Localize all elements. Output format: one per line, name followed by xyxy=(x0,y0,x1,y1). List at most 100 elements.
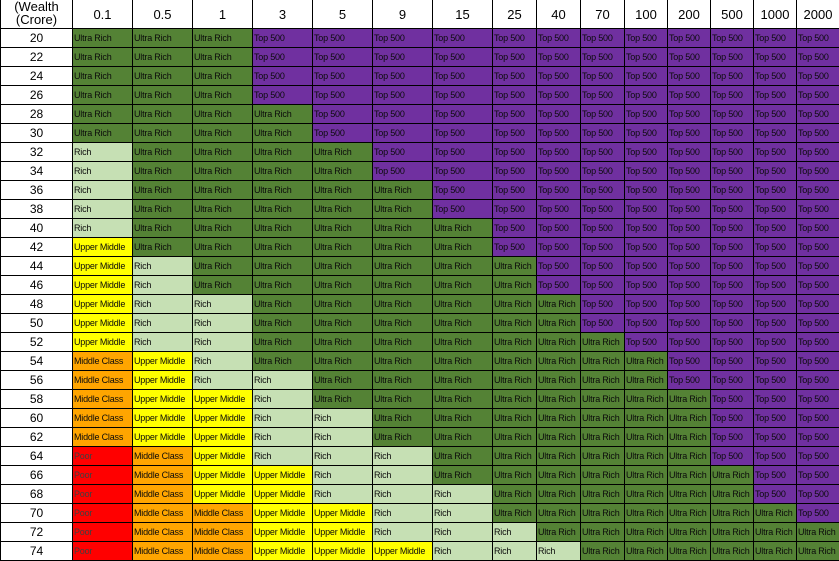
class-cell[interactable]: Ultra Rich xyxy=(373,371,433,390)
class-cell[interactable]: Rich xyxy=(73,143,133,162)
class-cell[interactable]: Top 500 xyxy=(754,466,797,485)
class-cell[interactable]: Ultra Rich xyxy=(433,314,493,333)
class-cell[interactable]: Ultra Rich xyxy=(537,295,581,314)
class-cell[interactable]: Middle Class xyxy=(133,523,193,542)
class-cell[interactable]: Upper Middle xyxy=(313,523,373,542)
class-cell[interactable]: Ultra Rich xyxy=(537,447,581,466)
class-cell[interactable]: Top 500 xyxy=(797,200,839,219)
class-cell[interactable]: Ultra Rich xyxy=(797,523,839,542)
class-cell[interactable]: Middle Class xyxy=(193,504,253,523)
class-cell[interactable]: Top 500 xyxy=(711,295,754,314)
class-cell[interactable]: Ultra Rich xyxy=(433,276,493,295)
age-cell[interactable]: 40 xyxy=(1,219,73,238)
class-cell[interactable]: Top 500 xyxy=(711,48,754,67)
class-cell[interactable]: Top 500 xyxy=(581,181,625,200)
age-cell[interactable]: 52 xyxy=(1,333,73,352)
class-cell[interactable]: Ultra Rich xyxy=(133,143,193,162)
class-cell[interactable]: Top 500 xyxy=(797,67,839,86)
class-cell[interactable]: Top 500 xyxy=(668,238,711,257)
class-cell[interactable]: Rich xyxy=(253,428,313,447)
class-cell[interactable]: Top 500 xyxy=(711,314,754,333)
class-cell[interactable]: Ultra Rich xyxy=(373,276,433,295)
class-cell[interactable]: Top 500 xyxy=(668,124,711,143)
column-header-1000[interactable]: 1000 xyxy=(754,0,797,29)
class-cell[interactable]: Rich xyxy=(193,371,253,390)
age-cell[interactable]: 38 xyxy=(1,200,73,219)
class-cell[interactable]: Top 500 xyxy=(625,219,668,238)
class-cell[interactable]: Top 500 xyxy=(797,124,839,143)
class-cell[interactable]: Middle Class xyxy=(133,485,193,504)
class-cell[interactable]: Top 500 xyxy=(433,67,493,86)
class-cell[interactable]: Top 500 xyxy=(581,314,625,333)
class-cell[interactable]: Top 500 xyxy=(313,29,373,48)
class-cell[interactable]: Ultra Rich xyxy=(754,542,797,561)
class-cell[interactable]: Ultra Rich xyxy=(433,333,493,352)
class-cell[interactable]: Top 500 xyxy=(668,67,711,86)
class-cell[interactable]: Top 500 xyxy=(754,428,797,447)
class-cell[interactable]: Ultra Rich xyxy=(493,276,537,295)
class-cell[interactable]: Ultra Rich xyxy=(253,314,313,333)
class-cell[interactable]: Top 500 xyxy=(797,352,839,371)
class-cell[interactable]: Ultra Rich xyxy=(193,200,253,219)
class-cell[interactable]: Ultra Rich xyxy=(253,124,313,143)
class-cell[interactable]: Top 500 xyxy=(797,447,839,466)
class-cell[interactable]: Ultra Rich xyxy=(373,200,433,219)
class-cell[interactable]: Top 500 xyxy=(493,200,537,219)
class-cell[interactable]: Top 500 xyxy=(754,485,797,504)
age-cell[interactable]: 48 xyxy=(1,295,73,314)
class-cell[interactable]: Top 500 xyxy=(313,124,373,143)
class-cell[interactable]: Ultra Rich xyxy=(133,86,193,105)
class-cell[interactable]: Ultra Rich xyxy=(433,390,493,409)
class-cell[interactable]: Top 500 xyxy=(373,29,433,48)
class-cell[interactable]: Top 500 xyxy=(668,105,711,124)
class-cell[interactable]: Middle Class xyxy=(73,371,133,390)
class-cell[interactable]: Ultra Rich xyxy=(537,523,581,542)
class-cell[interactable]: Top 500 xyxy=(711,238,754,257)
class-cell[interactable]: Ultra Rich xyxy=(313,219,373,238)
class-cell[interactable]: Top 500 xyxy=(493,105,537,124)
class-cell[interactable]: Top 500 xyxy=(625,143,668,162)
class-cell[interactable]: Top 500 xyxy=(493,86,537,105)
class-cell[interactable]: Ultra Rich xyxy=(581,504,625,523)
class-cell[interactable]: Rich xyxy=(313,447,373,466)
class-cell[interactable]: Top 500 xyxy=(797,276,839,295)
column-header-0-1[interactable]: 0.1 xyxy=(73,0,133,29)
class-cell[interactable]: Top 500 xyxy=(581,143,625,162)
age-cell[interactable]: 62 xyxy=(1,428,73,447)
class-cell[interactable]: Top 500 xyxy=(537,200,581,219)
class-cell[interactable]: Rich xyxy=(253,447,313,466)
class-cell[interactable]: Rich xyxy=(133,295,193,314)
age-cell[interactable]: 30 xyxy=(1,124,73,143)
class-cell[interactable]: Ultra Rich xyxy=(754,504,797,523)
class-cell[interactable]: Ultra Rich xyxy=(133,105,193,124)
class-cell[interactable]: Top 500 xyxy=(668,276,711,295)
class-cell[interactable]: Top 500 xyxy=(625,105,668,124)
class-cell[interactable]: Ultra Rich xyxy=(668,485,711,504)
class-cell[interactable]: Top 500 xyxy=(581,86,625,105)
age-cell[interactable]: 34 xyxy=(1,162,73,181)
class-cell[interactable]: Upper Middle xyxy=(133,409,193,428)
class-cell[interactable]: Top 500 xyxy=(797,105,839,124)
class-cell[interactable]: Ultra Rich xyxy=(133,124,193,143)
class-cell[interactable]: Top 500 xyxy=(581,257,625,276)
class-cell[interactable]: Ultra Rich xyxy=(73,67,133,86)
class-cell[interactable]: Rich xyxy=(133,276,193,295)
class-cell[interactable]: Ultra Rich xyxy=(193,276,253,295)
class-cell[interactable]: Top 500 xyxy=(581,295,625,314)
age-cell[interactable]: 44 xyxy=(1,257,73,276)
class-cell[interactable]: Upper Middle xyxy=(73,257,133,276)
class-cell[interactable]: Top 500 xyxy=(711,143,754,162)
class-cell[interactable]: Ultra Rich xyxy=(193,86,253,105)
class-cell[interactable]: Top 500 xyxy=(754,48,797,67)
class-cell[interactable]: Top 500 xyxy=(433,143,493,162)
class-cell[interactable]: Top 500 xyxy=(711,67,754,86)
class-cell[interactable]: Top 500 xyxy=(313,86,373,105)
class-cell[interactable]: Ultra Rich xyxy=(133,181,193,200)
class-cell[interactable]: Ultra Rich xyxy=(313,162,373,181)
class-cell[interactable]: Top 500 xyxy=(668,143,711,162)
class-cell[interactable]: Ultra Rich xyxy=(133,29,193,48)
class-cell[interactable]: Upper Middle xyxy=(313,542,373,561)
column-header-9[interactable]: 9 xyxy=(373,0,433,29)
class-cell[interactable]: Rich xyxy=(313,428,373,447)
class-cell[interactable]: Top 500 xyxy=(797,257,839,276)
